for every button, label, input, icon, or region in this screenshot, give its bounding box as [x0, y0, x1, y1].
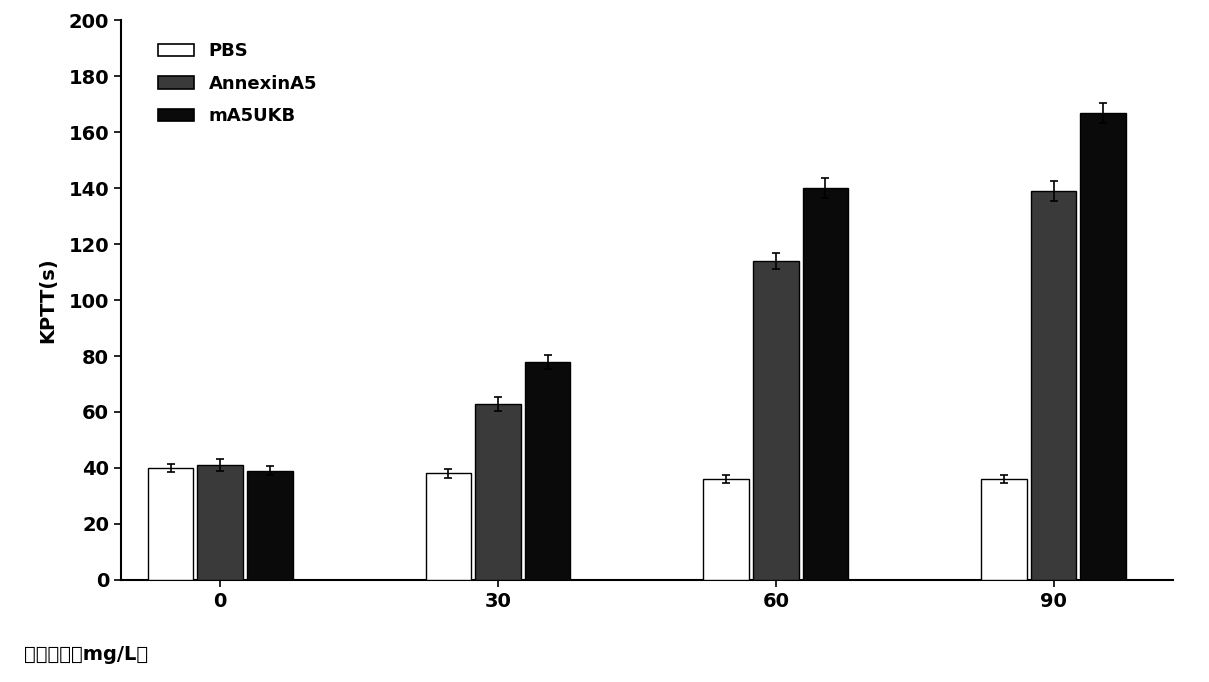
Bar: [426, 473, 472, 580]
Bar: [147, 468, 193, 580]
Legend: PBS, AnnexinA5, mA5UKB: PBS, AnnexinA5, mA5UKB: [151, 35, 324, 132]
Bar: [753, 261, 799, 580]
Bar: [1031, 191, 1076, 580]
Bar: [197, 465, 243, 580]
Bar: [247, 471, 293, 580]
Bar: [525, 361, 571, 580]
Bar: [704, 479, 750, 580]
Bar: [982, 479, 1026, 580]
Bar: [803, 188, 849, 580]
Bar: [475, 404, 521, 580]
Y-axis label: KPTT(s): KPTT(s): [39, 257, 57, 343]
Text: 蛋白浓度（mg/L）: 蛋白浓度（mg/L）: [24, 645, 149, 664]
Bar: [1081, 113, 1126, 580]
